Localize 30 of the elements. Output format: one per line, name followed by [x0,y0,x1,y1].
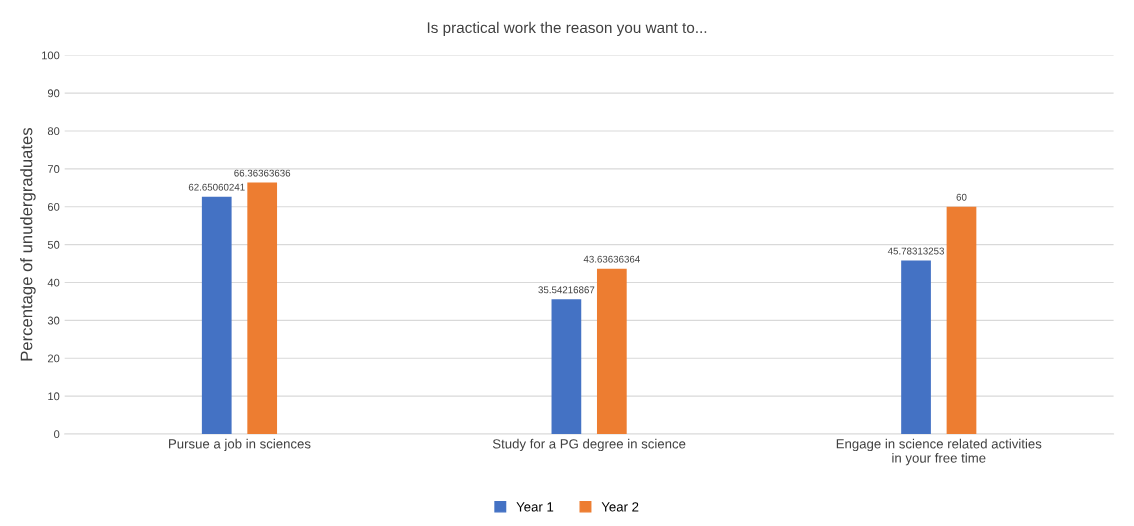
x-tick-label: Engage in science related activities in your free time [836,438,1042,466]
legend-label: Year 2 [601,502,639,512]
bar [247,182,278,434]
y-tick-label: 40 [47,278,60,287]
data-label: 60 [956,193,967,201]
y-axis-title: Percentage of unudergraduates [20,127,36,361]
y-tick-label: 0 [54,430,60,439]
data-label: 43.63636364 [583,255,640,263]
chart-title: Is practical work the reason you want to... [427,21,707,37]
bar [596,268,627,434]
y-tick-label: 50 [47,240,60,249]
x-tick-label: Pursue a job in sciences [169,438,311,452]
y-tick-label: 100 [42,51,60,60]
data-label: 45.78313253 [887,247,944,255]
y-tick-label: 60 [47,202,60,211]
y-tick-label: 90 [47,89,60,98]
y-tick-label: 70 [47,165,60,173]
bar [551,299,582,434]
data-label: 62.65060241 [188,183,245,191]
y-tick-label: 10 [48,392,60,401]
legend-label: Year 1 [516,502,554,512]
data-label: 35.54216867 [538,286,595,294]
data-label: 66.36363636 [234,169,291,177]
bar [946,206,977,434]
x-tick-label: Study for a PG degree in science [492,438,686,452]
bar [201,196,232,434]
y-tick-label: 80 [47,127,60,136]
y-tick-label: 20 [47,354,60,363]
y-tick-label: 30 [47,316,60,325]
bar [901,260,931,434]
